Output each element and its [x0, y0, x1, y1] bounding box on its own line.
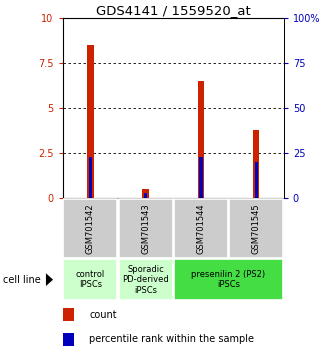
- Text: Sporadic
PD-derived
iPSCs: Sporadic PD-derived iPSCs: [122, 265, 169, 295]
- Bar: [174, 259, 283, 301]
- Bar: [63, 259, 117, 301]
- Text: count: count: [89, 309, 117, 320]
- Text: control
IPSCs: control IPSCs: [76, 270, 105, 289]
- Text: percentile rank within the sample: percentile rank within the sample: [89, 334, 254, 344]
- Bar: [89, 157, 92, 198]
- Bar: [63, 199, 117, 258]
- Text: GSM701544: GSM701544: [196, 203, 205, 254]
- Text: cell line: cell line: [3, 275, 41, 285]
- Bar: [118, 199, 173, 258]
- Text: GSM701545: GSM701545: [252, 203, 261, 254]
- Bar: [118, 259, 173, 301]
- Bar: [142, 189, 149, 198]
- Text: GSM701542: GSM701542: [86, 203, 95, 254]
- Bar: [174, 199, 228, 258]
- Bar: [254, 162, 258, 198]
- Text: GSM701543: GSM701543: [141, 203, 150, 254]
- Bar: [229, 199, 283, 258]
- Title: GDS4141 / 1559520_at: GDS4141 / 1559520_at: [96, 4, 250, 17]
- Text: presenilin 2 (PS2)
iPSCs: presenilin 2 (PS2) iPSCs: [191, 270, 266, 289]
- Bar: [144, 193, 147, 198]
- Bar: [63, 333, 74, 346]
- Bar: [87, 45, 94, 198]
- Bar: [198, 81, 204, 198]
- Bar: [63, 308, 74, 321]
- Bar: [253, 130, 259, 198]
- Polygon shape: [46, 273, 53, 286]
- Bar: [199, 157, 203, 198]
